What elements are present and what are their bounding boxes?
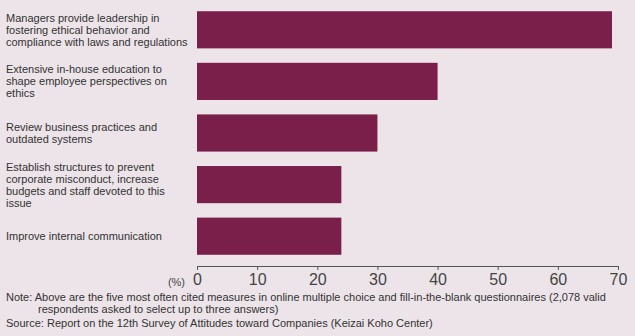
text-line: Establish structures to prevent — [6, 161, 154, 173]
note: Note: Above are the five most often cite… — [6, 291, 606, 315]
tick: 20 — [309, 266, 327, 288]
bar — [197, 218, 341, 255]
tick: 30 — [369, 266, 387, 288]
tick-label: 50 — [489, 271, 507, 288]
tick-mark — [377, 266, 378, 270]
bar — [197, 166, 341, 203]
category-label: Improve internal communication — [6, 230, 162, 242]
tick-mark — [438, 266, 439, 270]
tick: 50 — [489, 266, 507, 288]
tick-label: 40 — [429, 271, 447, 288]
text-line: issue — [6, 197, 32, 209]
category-label: Extensive in-house education toshape emp… — [6, 63, 167, 99]
category-label: Managers provide leadership infostering … — [6, 12, 188, 48]
bar — [197, 63, 438, 100]
axis-line — [198, 267, 619, 271]
tick-label: 10 — [249, 271, 267, 288]
category-label: Establish structures to preventcorporate… — [6, 161, 165, 209]
text-line: budgets and staff devoted to this — [6, 185, 165, 197]
text-line: Managers provide leadership in — [6, 12, 159, 24]
tick-label: 20 — [309, 271, 327, 288]
tick-mark — [197, 266, 198, 270]
tick: 40 — [429, 266, 447, 288]
tick: 70 — [610, 266, 628, 288]
axis-title: (%) — [168, 276, 185, 288]
text-line: shape employee perspectives on — [6, 75, 167, 87]
text-line: ethics — [6, 87, 35, 99]
tick-mark — [257, 266, 258, 270]
text-line: Extensive in-house education to — [6, 63, 162, 75]
source: Source: Report on the 12th Survey of Att… — [6, 317, 433, 329]
tick: 10 — [249, 266, 267, 288]
category-labels: Managers provide leadership infostering … — [6, 12, 188, 242]
tick: 0 — [193, 266, 202, 288]
tick-mark — [618, 266, 619, 270]
text-line: Improve internal communication — [6, 230, 162, 242]
text-line: respondents asked to select up to three … — [38, 303, 278, 315]
tick-label: 70 — [610, 271, 628, 288]
text-line: fostering ethical behavior and — [6, 24, 150, 36]
tick-label: 30 — [369, 271, 387, 288]
tick-label: 0 — [193, 271, 202, 288]
x-axis: 0 10 20 30 40 50 60 70 — [193, 266, 627, 288]
text-line: outdated systems — [6, 133, 93, 145]
tick-label: 60 — [549, 271, 567, 288]
text-line: Note: Above are the five most often cite… — [6, 291, 606, 303]
bar — [197, 114, 377, 151]
text-line: Review business practices and — [6, 121, 157, 133]
tick-mark — [498, 266, 499, 270]
bars — [197, 11, 612, 255]
tick: 60 — [549, 266, 567, 288]
text-line: compliance with laws and regulations — [6, 36, 188, 48]
tick-mark — [317, 266, 318, 270]
category-label: Review business practices andoutdated sy… — [6, 121, 157, 145]
text-line: corporate misconduct, increase — [6, 173, 159, 185]
chart: Managers provide leadership infostering … — [0, 0, 635, 336]
bar — [197, 11, 612, 48]
tick-mark — [558, 266, 559, 270]
